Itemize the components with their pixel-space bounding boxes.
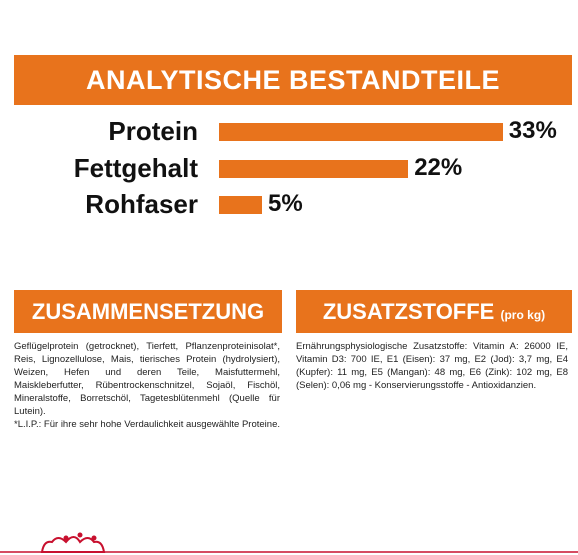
- composition-title: ZUSAMMENSETZUNG: [31, 299, 265, 324]
- additives-title: ZUSATZSTOFFE: [322, 299, 495, 324]
- composition-header: ZUSAMMENSETZUNG: [14, 290, 282, 333]
- bar-label: Protein: [108, 116, 198, 146]
- additives-body: Ernährungsphysiologische Zusatzstoffe: V…: [296, 341, 568, 391]
- value-label: 5%: [268, 190, 303, 217]
- bar: [219, 160, 409, 178]
- value-label: 22%: [414, 154, 463, 181]
- composition-text: Geflügelprotein (getrocknet), Tierfett, …: [14, 340, 280, 431]
- bar-label: Rohfaser: [85, 189, 198, 219]
- bar: [219, 123, 503, 141]
- bar: [219, 196, 262, 214]
- additives-text: Ernährungsphysiologische Zusatzstoffe: V…: [296, 340, 568, 392]
- additives-header: ZUSATZSTOFFE (pro kg): [296, 290, 572, 333]
- value-label: 33%: [508, 117, 557, 144]
- footer-logo: [0, 532, 578, 553]
- composition-body: Geflügelprotein (getrocknet), Tierfett, …: [14, 341, 280, 417]
- bar-label: Fettgehalt: [73, 153, 198, 183]
- additives-unit: (pro kg): [500, 308, 546, 322]
- chart-title: ANALYTISCHE BESTANDTEILE: [14, 55, 572, 105]
- composition-footnote: *L.I.P.: Für ihre sehr hohe Verdaulichke…: [14, 419, 280, 430]
